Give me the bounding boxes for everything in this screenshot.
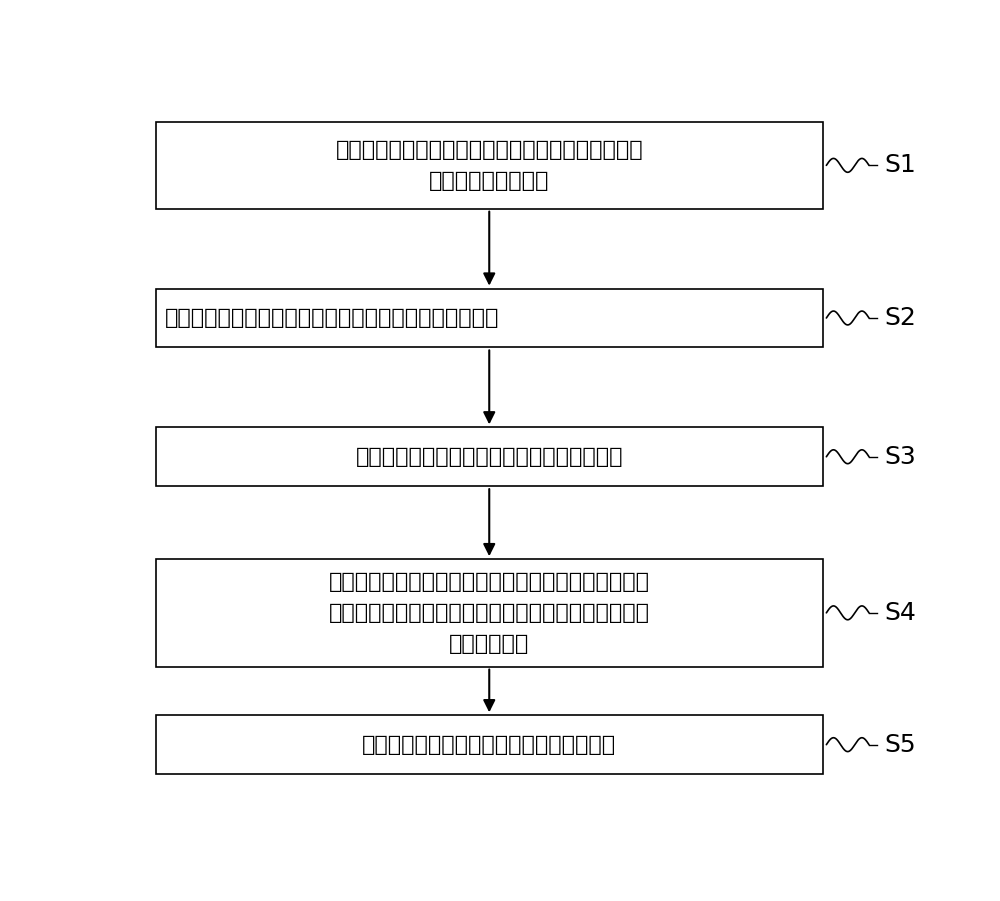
Text: 控制机器人沿着充电桩姿态线与充电桩对接: 控制机器人沿着充电桩姿态线与充电桩对接 — [362, 734, 616, 755]
FancyBboxPatch shape — [156, 427, 822, 487]
FancyBboxPatch shape — [156, 715, 822, 774]
FancyBboxPatch shape — [156, 122, 822, 209]
Text: 控制机器人以机器人位姿向充电桩姿态线运动: 控制机器人以机器人位姿向充电桩姿态线运动 — [356, 447, 623, 467]
Text: S2: S2 — [885, 306, 916, 330]
Text: 当机器人的车体后轮中心与充电桩姿态线之间的距离在
预设距离内时，根据充电桩姿态位置调整机器人位姿以
与充电桩相对: 当机器人的车体后轮中心与充电桩姿态线之间的距离在 预设距离内时，根据充电桩姿态位… — [329, 571, 650, 654]
Text: 根据充电桩姿态位置调整机器人相对充电桩的机器人位姿: 根据充电桩姿态位置调整机器人相对充电桩的机器人位姿 — [165, 308, 500, 328]
Text: S3: S3 — [885, 445, 916, 469]
Text: S1: S1 — [885, 153, 916, 177]
Text: S5: S5 — [885, 733, 916, 757]
Text: S4: S4 — [885, 601, 916, 624]
FancyBboxPatch shape — [156, 288, 822, 348]
Text: 获取机器人与充电桩对接所需的充电桩的充电桩姿态
位置与充电桩姿态线: 获取机器人与充电桩对接所需的充电桩的充电桩姿态 位置与充电桩姿态线 — [335, 140, 643, 191]
FancyBboxPatch shape — [156, 559, 822, 667]
